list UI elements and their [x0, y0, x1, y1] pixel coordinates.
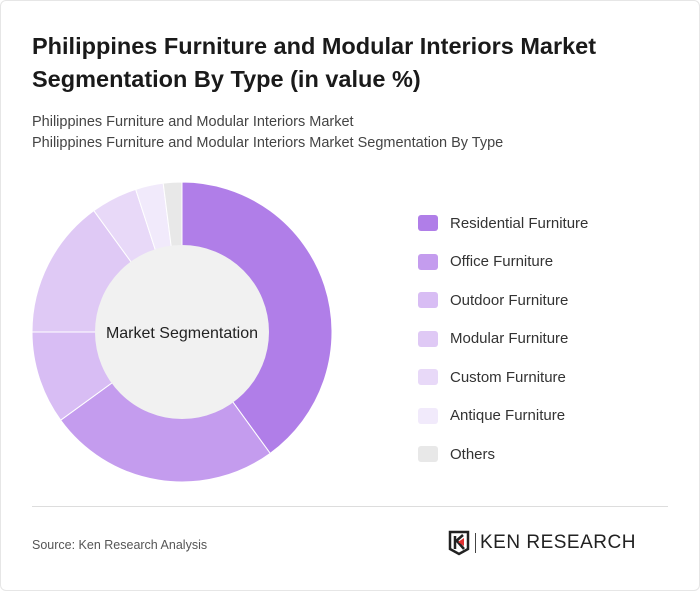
legend-label: Antique Furniture — [450, 407, 566, 425]
chart-subtitle-2: Philippines Furniture and Modular Interi… — [32, 135, 504, 151]
logo-icon — [448, 530, 470, 556]
legend: Residential Furniture Office Furniture Out… — [418, 204, 588, 474]
legend-label: Modular Furniture — [450, 330, 569, 348]
logo-separator — [475, 533, 476, 553]
logo-text: KEN RESEARCH — [480, 532, 636, 553]
legend-label: Residential Furniture — [450, 214, 589, 232]
legend-swatch — [418, 215, 438, 232]
center-label: Market Segmentation — [106, 325, 258, 342]
chart-title: Philippines Furniture and Modular Interi… — [32, 33, 597, 92]
legend-item: Antique Furniture — [418, 397, 588, 436]
legend-item: Outdoor Furniture — [418, 281, 588, 320]
legend-label: Office Furniture — [450, 253, 554, 271]
legend-swatch — [418, 253, 438, 270]
legend-item: Custom Furniture — [418, 358, 588, 397]
legend-swatch — [418, 369, 438, 386]
legend-item: Modular Furniture — [418, 320, 588, 359]
source-note: Source: Ken Research Analysis — [32, 538, 208, 552]
legend-item: Office Furniture — [418, 243, 588, 282]
legend-swatch — [418, 446, 438, 463]
donut-hole — [95, 245, 269, 419]
legend-item: Residential Furniture — [418, 204, 588, 243]
legend-item: Others — [418, 435, 588, 474]
chart-subtitle: Philippines Furniture and Modular Interi… — [32, 114, 354, 130]
legend-swatch — [418, 292, 438, 309]
ken-research-logo: KEN RESEARCH — [448, 530, 636, 556]
legend-label: Outdoor Furniture — [450, 291, 569, 309]
legend-label: Others — [450, 445, 496, 463]
legend-label: Custom Furniture — [450, 368, 566, 386]
legend-swatch — [418, 330, 438, 347]
legend-swatch — [418, 407, 438, 424]
divider — [32, 506, 668, 507]
